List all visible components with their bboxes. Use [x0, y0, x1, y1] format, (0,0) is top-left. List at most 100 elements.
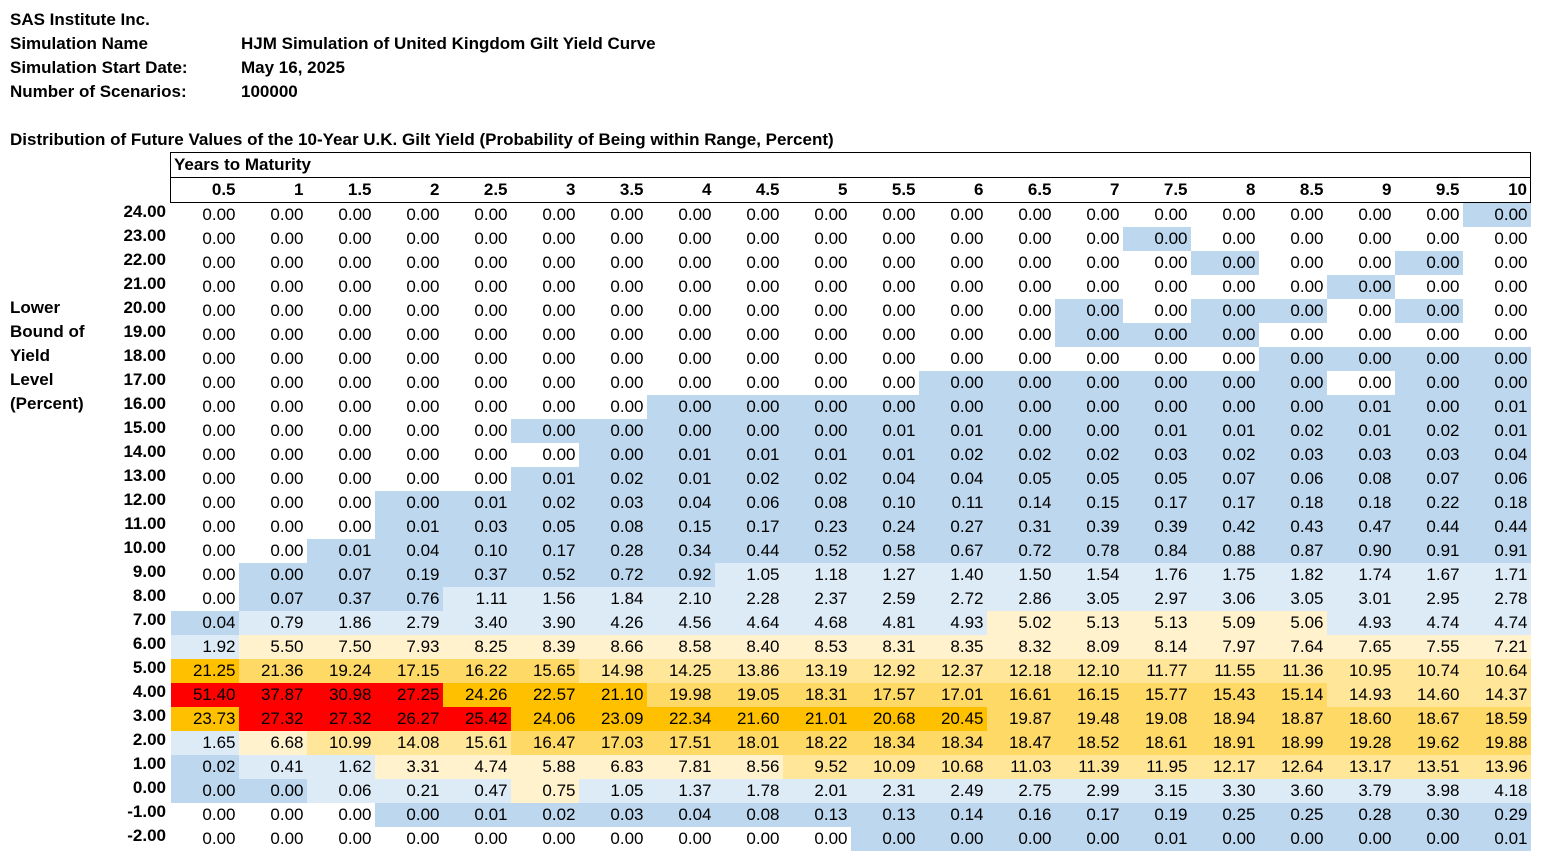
probability-cell: 0.31 — [986, 515, 1055, 539]
probability-cell: 4.68 — [782, 611, 851, 635]
table-row: 0.00 0.00 0.00 0.00 0.00 0.00 0.00 0.00 0.00 0.00… — [170, 395, 1531, 419]
probability-cell: 0.00 — [1258, 827, 1327, 851]
probability-cell: 0.00 — [1054, 299, 1123, 323]
probability-cell: 0.04 — [1462, 443, 1531, 467]
probability-table: Years to Maturity 0.5 1 1.5 2 2.5 3 3.5 4 4.5 5 5.… — [170, 152, 1531, 851]
probability-cell: 0.00 — [714, 202, 783, 227]
probability-cell: 19.87 — [986, 707, 1055, 731]
probability-cell: 0.00 — [306, 371, 375, 395]
probability-cell: 0.00 — [850, 827, 919, 851]
probability-cell: 0.00 — [986, 323, 1055, 347]
lower-bound-label: 17.00 — [123, 370, 166, 389]
lower-bound-label: 14.00 — [123, 442, 166, 461]
probability-cell: 3.90 — [510, 611, 579, 635]
probability-cell: 0.00 — [850, 347, 919, 371]
probability-cell: 18.94 — [1190, 707, 1259, 731]
probability-cell: 1.50 — [986, 563, 1055, 587]
probability-cell: 2.28 — [714, 587, 783, 611]
table-row: 0.00 0.00 0.00 0.00 0.00 0.00 0.00 0.00 0.00 0.00… — [170, 251, 1531, 275]
probability-cell: 18.87 — [1258, 707, 1327, 731]
probability-cell: 0.00 — [646, 371, 715, 395]
probability-cell: 0.07 — [306, 563, 375, 587]
probability-cell: 0.01 — [510, 467, 579, 491]
probability-cell: 0.00 — [578, 275, 647, 299]
probability-cell: 0.01 — [306, 539, 375, 563]
probability-cell: 0.00 — [986, 275, 1055, 299]
probability-cell: 0.00 — [1326, 202, 1395, 227]
probability-cell: 0.00 — [238, 539, 307, 563]
probability-cell: 0.42 — [1190, 515, 1259, 539]
probability-cell: 21.36 — [238, 659, 307, 683]
probability-cell: 0.00 — [170, 419, 239, 443]
probability-cell: 10.64 — [1462, 659, 1531, 683]
probability-cell: 0.00 — [306, 827, 375, 851]
probability-cell: 0.00 — [374, 251, 443, 275]
probability-cell: 0.00 — [374, 419, 443, 443]
probability-cell: 0.02 — [1190, 443, 1259, 467]
probability-cell: 0.01 — [646, 467, 715, 491]
probability-cell: 19.24 — [306, 659, 375, 683]
probability-cell: 0.00 — [306, 202, 375, 227]
probability-cell: 16.15 — [1054, 683, 1123, 707]
probability-cell: 0.00 — [918, 299, 987, 323]
probability-cell: 0.00 — [646, 323, 715, 347]
probability-cell: 0.00 — [782, 419, 851, 443]
probability-cell: 0.00 — [170, 827, 239, 851]
table-row: 0.00 0.00 0.00 0.00 0.00 0.00 0.00 0.00 0.00 0.00… — [170, 227, 1531, 251]
probability-cell: 0.58 — [850, 539, 919, 563]
column-header: 1.5 — [306, 177, 375, 203]
probability-cell: 0.75 — [510, 779, 579, 803]
probability-cell: 0.00 — [1122, 227, 1191, 251]
probability-cell: 12.18 — [986, 659, 1055, 683]
probability-cell: 0.00 — [238, 515, 307, 539]
probability-cell: 7.64 — [1258, 635, 1327, 659]
probability-cell: 0.00 — [578, 371, 647, 395]
probability-cell: 0.00 — [442, 443, 511, 467]
probability-cell: 0.00 — [170, 467, 239, 491]
probability-cell: 2.75 — [986, 779, 1055, 803]
probability-cell: 0.37 — [306, 587, 375, 611]
column-header: 7 — [1054, 177, 1123, 203]
probability-cell: 18.01 — [714, 731, 783, 755]
probability-cell: 17.03 — [578, 731, 647, 755]
probability-cell: 0.03 — [578, 491, 647, 515]
column-header: 9.5 — [1394, 177, 1463, 203]
probability-cell: 15.65 — [510, 659, 579, 683]
probability-cell: 19.08 — [1122, 707, 1191, 731]
table-row: 0.00 0.00 0.00 0.00 0.00 0.00 0.00 0.00 0.00 0.00… — [170, 323, 1531, 347]
probability-cell: 0.00 — [782, 227, 851, 251]
lower-bound-label: 3.00 — [132, 706, 166, 725]
probability-cell: 0.00 — [306, 419, 375, 443]
probability-cell: 0.00 — [850, 395, 919, 419]
row-axis-label-line: (Percent) — [10, 394, 84, 413]
probability-cell: 0.00 — [442, 251, 511, 275]
probability-cell: 13.96 — [1462, 755, 1531, 779]
probability-cell: 11.55 — [1190, 659, 1259, 683]
probability-cell: 11.39 — [1054, 755, 1123, 779]
probability-cell: 0.00 — [1462, 202, 1531, 227]
probability-cell: 0.05 — [510, 515, 579, 539]
column-header: 10 — [1462, 177, 1531, 203]
probability-cell: 21.10 — [578, 683, 647, 707]
probability-cell: 0.84 — [1122, 539, 1191, 563]
probability-cell: 14.37 — [1462, 683, 1531, 707]
probability-cell: 0.00 — [170, 275, 239, 299]
probability-cell: 0.00 — [578, 299, 647, 323]
probability-cell: 1.37 — [646, 779, 715, 803]
probability-cell: 0.00 — [1122, 251, 1191, 275]
probability-cell: 0.19 — [1122, 803, 1191, 827]
probability-cell: 1.11 — [442, 587, 511, 611]
table-row: 0.00 0.00 0.01 0.04 0.10 0.17 0.28 0.34 0.44 0.52… — [170, 539, 1531, 563]
probability-cell: 8.35 — [918, 635, 987, 659]
probability-cell: 6.68 — [238, 731, 307, 755]
probability-cell: 0.14 — [986, 491, 1055, 515]
probability-cell: 7.97 — [1190, 635, 1259, 659]
probability-cell: 13.51 — [1394, 755, 1463, 779]
probability-cell: 0.00 — [646, 347, 715, 371]
probability-cell: 0.11 — [918, 491, 987, 515]
probability-cell: 0.00 — [986, 227, 1055, 251]
probability-cell: 0.01 — [442, 803, 511, 827]
probability-cell: 7.50 — [306, 635, 375, 659]
probability-cell: 0.14 — [918, 803, 987, 827]
probability-cell: 0.00 — [986, 419, 1055, 443]
